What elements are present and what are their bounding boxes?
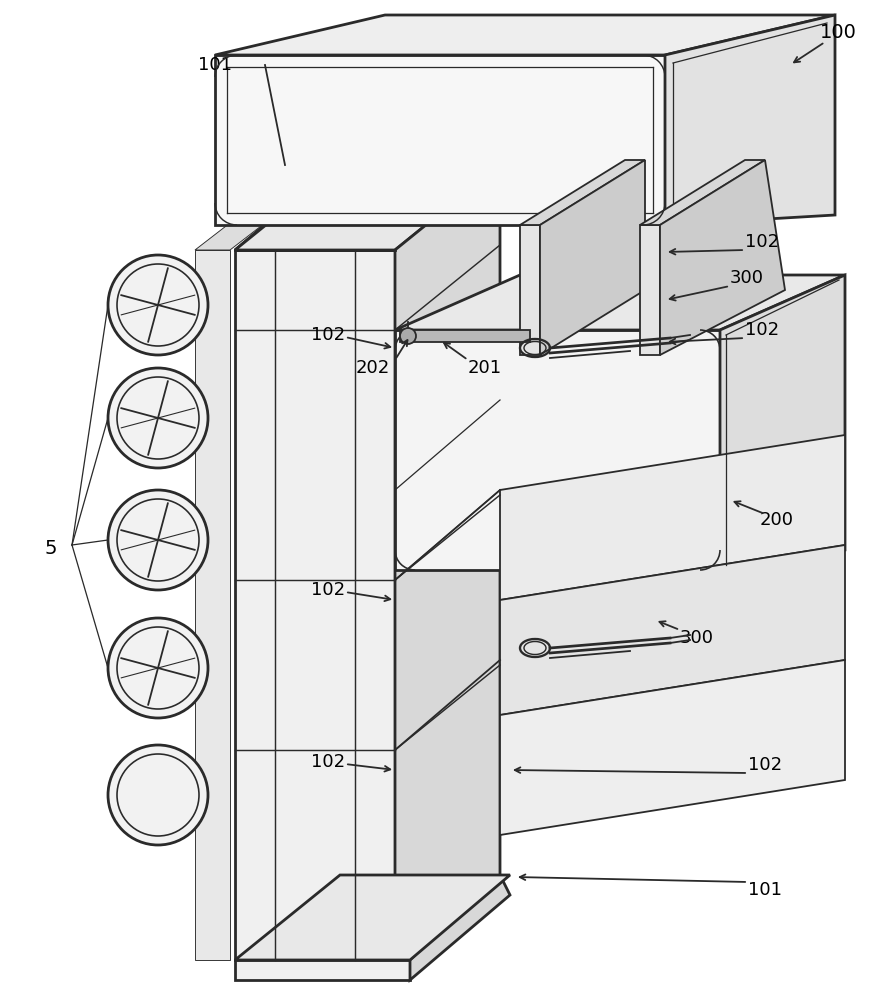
- Polygon shape: [215, 15, 835, 55]
- Polygon shape: [195, 165, 340, 250]
- Text: 102: 102: [311, 753, 345, 771]
- Polygon shape: [660, 160, 785, 355]
- Circle shape: [108, 255, 208, 355]
- Polygon shape: [195, 250, 230, 960]
- Circle shape: [108, 745, 208, 845]
- Text: 102: 102: [745, 321, 779, 339]
- Polygon shape: [395, 165, 500, 960]
- Text: 201: 201: [468, 359, 502, 377]
- Polygon shape: [235, 165, 500, 250]
- Polygon shape: [720, 275, 845, 570]
- Text: 100: 100: [820, 22, 857, 41]
- Circle shape: [117, 377, 199, 459]
- Circle shape: [117, 754, 199, 836]
- Polygon shape: [500, 435, 845, 600]
- Polygon shape: [395, 275, 845, 330]
- Polygon shape: [640, 225, 660, 355]
- Polygon shape: [235, 960, 410, 980]
- Polygon shape: [540, 160, 645, 355]
- Circle shape: [117, 264, 199, 346]
- Text: 102: 102: [745, 233, 779, 251]
- Text: 300: 300: [680, 629, 714, 647]
- Text: 5: 5: [45, 538, 57, 558]
- Text: 102: 102: [311, 581, 345, 599]
- Polygon shape: [235, 250, 395, 960]
- Polygon shape: [235, 875, 510, 960]
- Polygon shape: [500, 660, 845, 835]
- Polygon shape: [520, 160, 645, 225]
- Circle shape: [117, 499, 199, 581]
- Polygon shape: [410, 875, 510, 980]
- Text: 202: 202: [355, 359, 390, 377]
- Text: 102: 102: [311, 326, 345, 344]
- Polygon shape: [235, 165, 500, 250]
- Text: 101: 101: [748, 881, 782, 899]
- Circle shape: [108, 490, 208, 590]
- Circle shape: [117, 627, 199, 709]
- Polygon shape: [665, 15, 835, 225]
- Polygon shape: [215, 55, 665, 225]
- Text: 102: 102: [748, 756, 782, 774]
- Polygon shape: [395, 330, 720, 570]
- Circle shape: [400, 328, 416, 344]
- Polygon shape: [640, 160, 765, 225]
- Polygon shape: [400, 330, 530, 342]
- Polygon shape: [520, 225, 540, 355]
- Text: 300: 300: [730, 269, 764, 287]
- Circle shape: [108, 618, 208, 718]
- Circle shape: [108, 368, 208, 468]
- Polygon shape: [500, 545, 845, 715]
- Text: 200: 200: [760, 511, 794, 529]
- Text: 101: 101: [198, 56, 232, 74]
